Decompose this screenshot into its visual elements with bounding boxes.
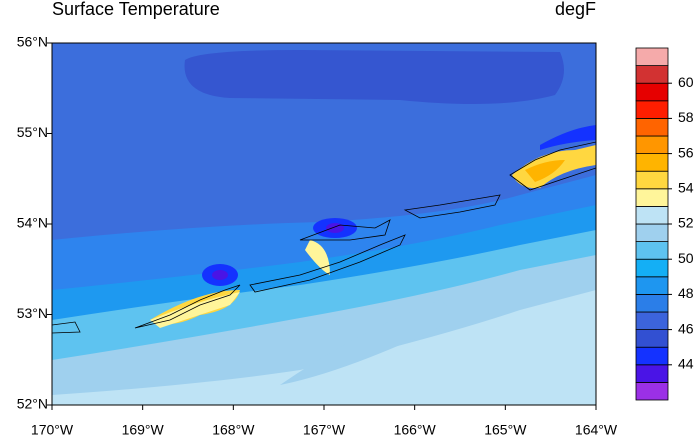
colorbar-box <box>635 293 669 313</box>
colorbar-box <box>635 258 669 278</box>
colorbar-box <box>635 276 669 295</box>
units-label: degF <box>555 0 596 19</box>
colorbar-box <box>635 153 669 172</box>
colorbar-tick-label: 56 <box>678 144 694 160</box>
colorbar-box <box>635 118 669 137</box>
colorbar-tick-label: 60 <box>678 74 694 90</box>
y-tick-label: 55°N <box>17 124 48 140</box>
colorbar-box <box>635 135 669 155</box>
colorbar-box <box>635 188 669 207</box>
colorbar-tick-label: 54 <box>678 180 694 196</box>
colorbar-tick-label: 46 <box>678 320 694 336</box>
colorbar-box <box>635 170 669 190</box>
colorbar-box <box>635 364 669 383</box>
colorbar-box <box>635 311 669 331</box>
colorbar-tick-label: 52 <box>678 215 694 231</box>
colorbar-box <box>635 329 669 348</box>
x-tick-label: 164°W <box>575 422 618 438</box>
y-tick-label: 53°N <box>17 305 48 321</box>
colorbar-tick-label: 48 <box>678 285 694 301</box>
x-tick-label: 167°W <box>303 422 346 438</box>
x-tick-label: 170°W <box>31 422 74 438</box>
colorbar-tick-label: 58 <box>678 109 694 125</box>
colorbar-box <box>635 47 669 67</box>
colorbar-box <box>635 346 669 366</box>
temperature-field <box>52 43 596 405</box>
map-title: Surface Temperature <box>52 0 220 19</box>
colorbar-tick-label: 50 <box>678 250 694 266</box>
y-tick-label: 56°N <box>17 34 48 50</box>
colorbar-box <box>635 82 669 102</box>
colorbar-tick-label: 44 <box>678 356 694 372</box>
colorbar-box <box>635 381 669 401</box>
y-tick-label: 52°N <box>17 396 48 412</box>
x-tick-label: 169°W <box>122 422 165 438</box>
x-tick-label: 168°W <box>212 422 255 438</box>
x-tick-label: 166°W <box>394 422 437 438</box>
colorbar-box <box>635 100 669 119</box>
x-tick-label: 165°W <box>484 422 527 438</box>
y-tick-label: 54°N <box>17 215 48 231</box>
colorbar-box <box>635 65 669 84</box>
colorbar-box <box>635 241 669 260</box>
colorbar-box <box>635 205 669 225</box>
colorbar-box <box>635 223 669 243</box>
